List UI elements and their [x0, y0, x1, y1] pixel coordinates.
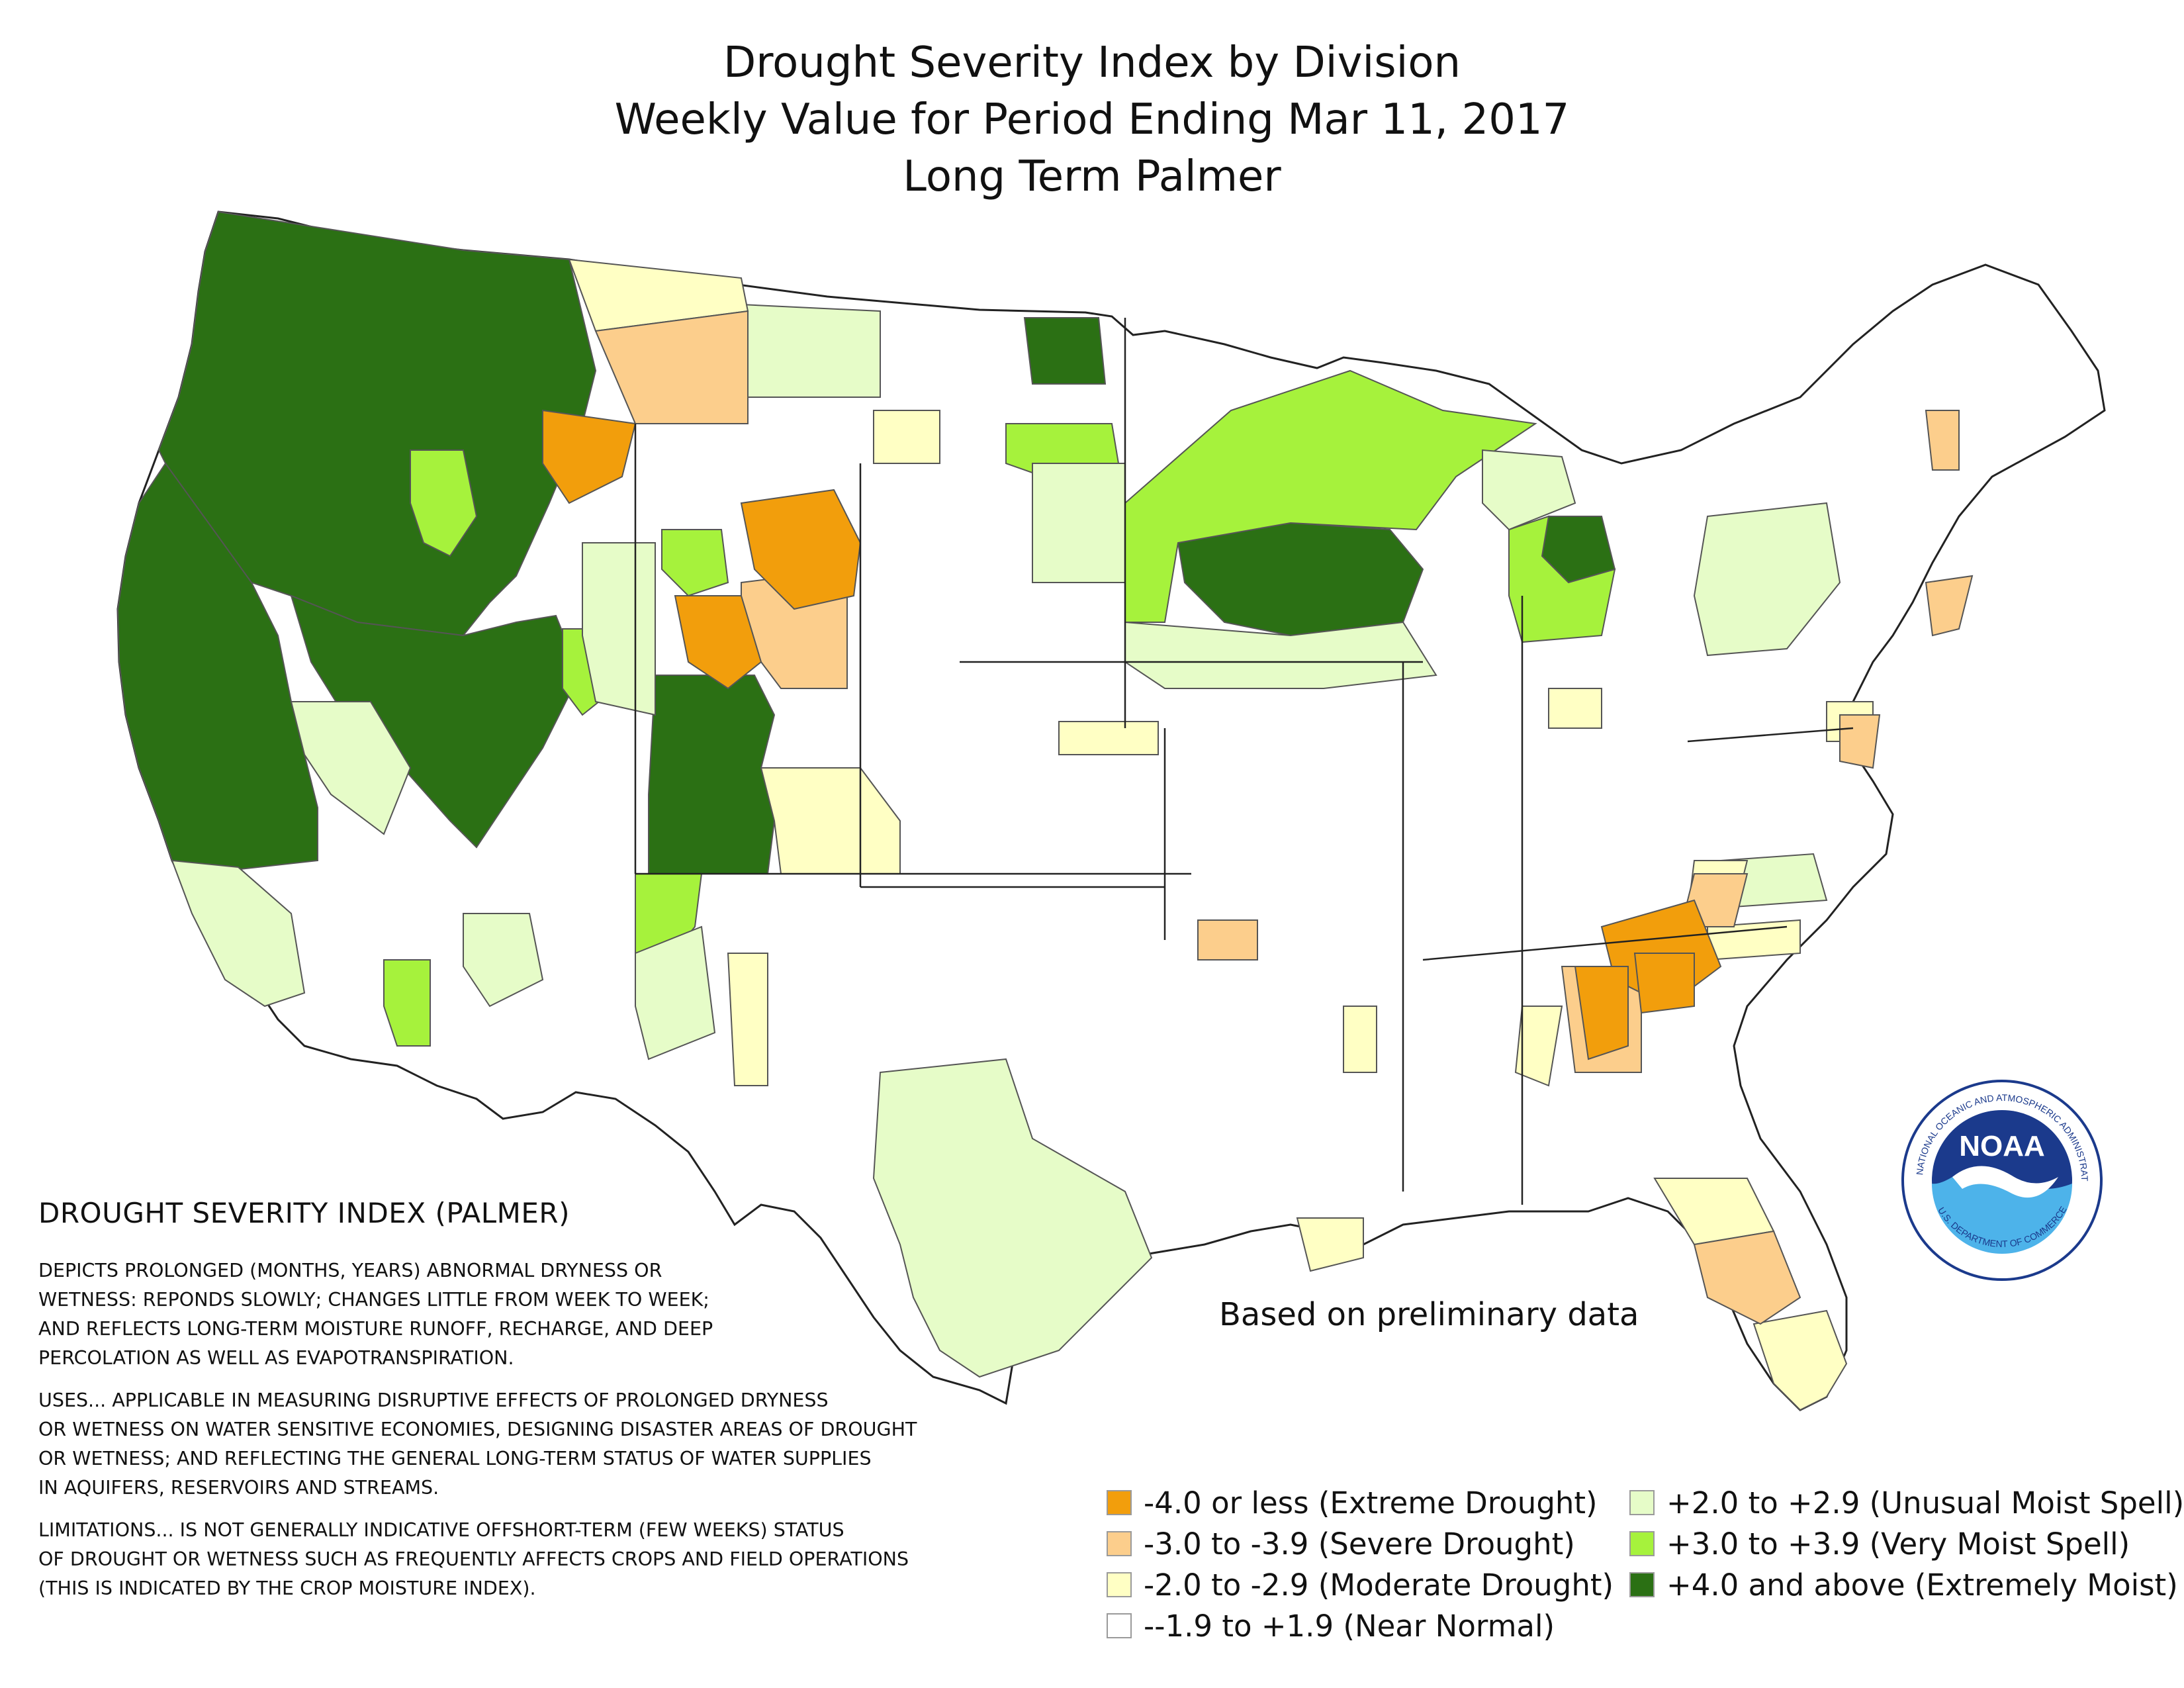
description-line: PERCOLATION AS WELL AS EVAPOTRANSPIRATIO… [38, 1347, 514, 1369]
legend-item-severe-drought: -3.0 to -3.9 (Severe Drought) [1107, 1525, 1575, 1562]
description-line: AND REFLECTS LONG-TERM MOISTURE RUNOFF, … [38, 1318, 713, 1340]
region-wyoming-north [740, 489, 862, 610]
legend-swatch [1107, 1613, 1132, 1638]
legend-label: +4.0 and above (Extremely Moist) [1666, 1567, 2178, 1603]
region-michigan-north [1482, 449, 1576, 531]
region-louisiana-south [1296, 1217, 1364, 1272]
region-arizona-southwest [383, 959, 431, 1047]
region-maryland-west [1839, 714, 1881, 769]
title-line-2: Weekly Value for Period Ending Mar 11, 2… [614, 95, 1570, 144]
region-montana-west [542, 409, 637, 504]
description-paragraph: DEPICTS PROLONGED (MONTHS, YEARS) ABNORM… [38, 1256, 991, 1373]
region-new-mexico-east [727, 953, 768, 1086]
description-line: WETNESS: REPONDS SLOWLY; CHANGES LITTLE … [38, 1289, 709, 1311]
region-montana-central [741, 303, 881, 398]
legend-item-very-moist: +3.0 to +3.9 (Very Moist Spell) [1629, 1525, 2130, 1562]
legend-label: -3.0 to -3.9 (Severe Drought) [1144, 1526, 1575, 1562]
region-south-carolina-west [1633, 953, 1695, 1014]
region-mississippi-central [1343, 1006, 1377, 1073]
us-outline [116, 211, 2106, 1411]
legend-item-extremely-moist: +4.0 and above (Extremely Moist) [1629, 1566, 2178, 1603]
region-idaho-utah-border [582, 542, 656, 716]
region-nevada-south [290, 701, 412, 835]
legend-swatch [1107, 1490, 1132, 1515]
region-new-mexico-west [635, 925, 716, 1060]
region-oklahoma-east [1197, 919, 1258, 961]
region-montana-north [594, 310, 749, 424]
region-wyoming-west [661, 529, 729, 597]
limitations-line: OF DROUGHT OR WETNESS SUCH AS FREQUENTLY… [38, 1548, 909, 1570]
region-colorado-west [648, 675, 776, 874]
legend-label: --1.9 to +1.9 (Near Normal) [1144, 1608, 1555, 1644]
region-texas-central [872, 1058, 1153, 1378]
legend-label: +2.0 to +2.9 (Unusual Moist Spell) [1666, 1485, 2184, 1521]
preliminary-data-note: Based on preliminary data [1219, 1296, 1639, 1333]
legend-label: +3.0 to +3.9 (Very Moist Spell) [1666, 1526, 2130, 1562]
noaa-logo-text: NOAA [1959, 1130, 2045, 1162]
region-vermont [1925, 410, 1960, 471]
limitations-line: (THIS IS INDICATED BY THE CROP MOISTURE … [38, 1577, 536, 1599]
region-idaho-southwest [410, 449, 478, 557]
region-north-dakota-east [1023, 317, 1107, 385]
legend-swatch [1629, 1531, 1655, 1556]
region-wyoming-southwest [674, 595, 762, 690]
noaa-logo: NOAA NATIONAL OCEANIC AND ATMOSPHERIC AD… [1899, 1078, 2103, 1281]
region-iowa-illinois [1124, 621, 1437, 689]
description-line: DEPICTS PROLONGED (MONTHS, YEARS) ABNORM… [38, 1260, 662, 1282]
limitations-paragraph: LIMITATIONS... IS NOT GENERALLY INDICATI… [38, 1516, 991, 1603]
legend-swatch [1629, 1572, 1655, 1597]
legend-label: -2.0 to -2.9 (Moderate Drought) [1144, 1567, 1614, 1603]
region-florida-south [1752, 1309, 1848, 1411]
legend-swatch [1107, 1531, 1132, 1556]
region-ohio-west [1548, 688, 1602, 729]
legend-item-near-normal: --1.9 to +1.9 (Near Normal) [1107, 1607, 1555, 1644]
region-montana-southeast [873, 410, 940, 464]
map-title: Drought Severity Index by Division Weekl… [0, 34, 2184, 205]
region-new-york-pennsylvania [1693, 502, 1841, 657]
uses-line: OR WETNESS; AND REFLECTING THE GENERAL L… [38, 1448, 872, 1470]
legend-swatch [1629, 1490, 1655, 1515]
uses-paragraph: USES... APPLICABLE IN MEASURING DISRUPTI… [38, 1386, 991, 1503]
region-florida-central [1693, 1230, 1801, 1325]
region-new-jersey [1925, 575, 1974, 637]
region-arizona-central [463, 913, 544, 1008]
region-alabama-central [1574, 966, 1629, 1060]
legend-label: -4.0 or less (Extreme Drought) [1144, 1485, 1598, 1521]
legend: -4.0 or less (Extreme Drought) -3.0 to -… [1107, 1484, 2184, 1656]
region-kansas-northwest [1058, 721, 1159, 755]
uses-line: OR WETNESS ON WATER SENSITIVE ECONOMIES,… [38, 1419, 917, 1440]
legend-swatch [1107, 1572, 1132, 1597]
title-line-1: Drought Severity Index by Division [723, 38, 1461, 87]
title-line-3: Long Term Palmer [903, 152, 1281, 201]
region-michigan-south [1508, 515, 1616, 643]
index-heading: DROUGHT SEVERITY INDEX (PALMER) [38, 1197, 570, 1229]
legend-item-moderate-drought: -2.0 to -2.9 (Moderate Drought) [1107, 1566, 1614, 1603]
limitations-line: LIMITATIONS... IS NOT GENERALLY INDICATI… [38, 1519, 844, 1541]
region-south-dakota-east [1032, 463, 1126, 583]
region-california-south [171, 859, 306, 1008]
region-alabama-west [1514, 1006, 1563, 1087]
uses-line: USES... APPLICABLE IN MEASURING DISRUPTI… [38, 1389, 829, 1411]
legend-item-extreme-drought: -4.0 or less (Extreme Drought) [1107, 1484, 1598, 1521]
state-boundaries [634, 318, 1854, 1205]
legend-item-unusual-moist: +2.0 to +2.9 (Unusual Moist Spell) [1629, 1484, 2184, 1521]
uses-line: IN AQUIFERS, RESERVOIRS AND STREAMS. [38, 1477, 439, 1499]
